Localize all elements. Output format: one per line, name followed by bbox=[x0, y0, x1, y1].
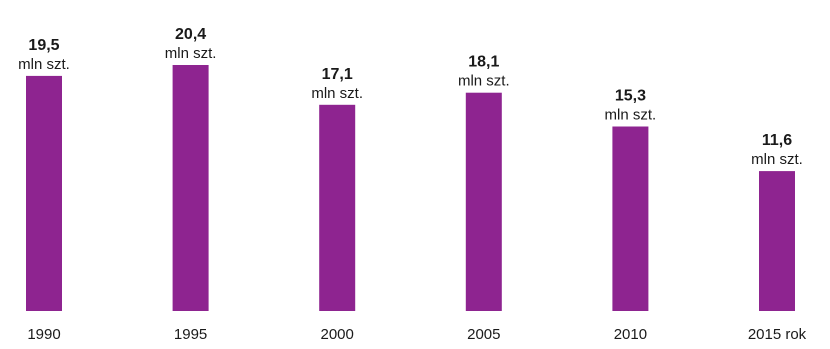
value-label: 11,6 bbox=[762, 132, 792, 149]
x-tick-label: 1990 bbox=[27, 326, 60, 343]
bar-2015-rok bbox=[759, 171, 795, 311]
value-labels-group: 19,5 mln szt. 20,4 mln szt. 17,1 mln szt. 18,1… bbox=[18, 26, 803, 168]
value-label: 17,1 bbox=[322, 66, 353, 83]
x-tick-label: 2000 bbox=[321, 326, 354, 343]
x-tick-label: 1995 bbox=[174, 326, 207, 343]
unit-label: mln szt. bbox=[458, 73, 510, 90]
bar-2010 bbox=[612, 126, 649, 311]
unit-label: mln szt. bbox=[605, 107, 657, 124]
bar-2005 bbox=[465, 92, 502, 311]
value-label: 20,4 bbox=[175, 26, 206, 43]
bar-1990 bbox=[26, 75, 62, 312]
value-label: 19,5 bbox=[28, 37, 59, 54]
value-label: 15,3 bbox=[615, 88, 646, 105]
x-tick-label: 2010 bbox=[614, 326, 647, 343]
x-tick-labels-group: 1990 1995 2000 2005 2010 2015 rok bbox=[27, 326, 806, 343]
bar-1995 bbox=[172, 65, 209, 311]
bar-2000 bbox=[319, 104, 356, 311]
unit-label: mln szt. bbox=[311, 85, 363, 102]
unit-label: mln szt. bbox=[18, 56, 70, 73]
x-tick-label: 2015 rok bbox=[748, 326, 807, 343]
bars-group bbox=[26, 65, 795, 312]
value-label: 18,1 bbox=[468, 54, 499, 71]
unit-label: mln szt. bbox=[751, 151, 803, 168]
x-tick-label: 2005 bbox=[467, 326, 500, 343]
unit-label: mln szt. bbox=[165, 45, 217, 62]
